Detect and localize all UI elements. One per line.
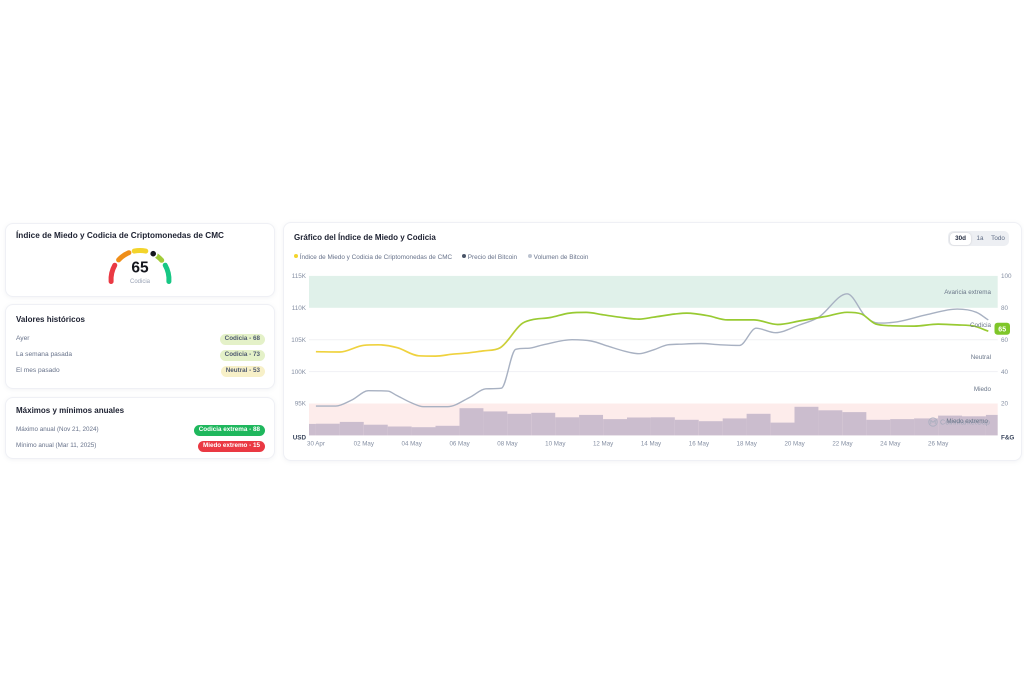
svg-text:Avaricia extrema: Avaricia extrema xyxy=(944,289,991,296)
svg-text:95K: 95K xyxy=(295,401,307,408)
svg-text:06 May: 06 May xyxy=(449,441,470,448)
svg-text:10 May: 10 May xyxy=(545,441,566,448)
svg-text:65: 65 xyxy=(998,326,1006,333)
svg-text:100: 100 xyxy=(1001,273,1012,280)
svg-text:04 May: 04 May xyxy=(402,441,423,448)
svg-text:Neutral: Neutral xyxy=(971,354,991,361)
svg-text:USD: USD xyxy=(293,434,307,441)
svg-text:08 May: 08 May xyxy=(497,441,518,448)
svg-text:CoinMarketCap: CoinMarketCap xyxy=(940,418,990,427)
svg-text:60: 60 xyxy=(1001,337,1009,344)
svg-text:110K: 110K xyxy=(292,305,307,312)
svg-text:Miedo: Miedo xyxy=(974,386,992,393)
svg-text:F&G: F&G xyxy=(1001,434,1014,441)
svg-text:12 May: 12 May xyxy=(593,441,614,448)
svg-text:24 May: 24 May xyxy=(880,441,901,448)
svg-text:115K: 115K xyxy=(292,273,307,280)
svg-text:Codicia: Codicia xyxy=(130,279,151,285)
svg-text:65: 65 xyxy=(131,260,149,277)
svg-text:100K: 100K xyxy=(291,369,307,376)
svg-text:20 May: 20 May xyxy=(784,441,805,448)
svg-text:22 May: 22 May xyxy=(832,441,853,448)
svg-text:02 May: 02 May xyxy=(354,441,375,448)
svg-text:26 May: 26 May xyxy=(928,441,949,448)
svg-text:Codicia: Codicia xyxy=(970,322,991,329)
svg-text:14 May: 14 May xyxy=(641,441,662,448)
svg-text:105K: 105K xyxy=(291,337,307,344)
svg-text:40: 40 xyxy=(1001,369,1009,376)
svg-text:30 Apr: 30 Apr xyxy=(307,441,325,448)
svg-text:80: 80 xyxy=(1001,305,1009,312)
svg-text:20: 20 xyxy=(1001,401,1009,408)
svg-text:18 May: 18 May xyxy=(737,441,758,448)
svg-text:16 May: 16 May xyxy=(689,441,710,448)
svg-text:Miedo extremo: Miedo extremo xyxy=(946,418,988,425)
